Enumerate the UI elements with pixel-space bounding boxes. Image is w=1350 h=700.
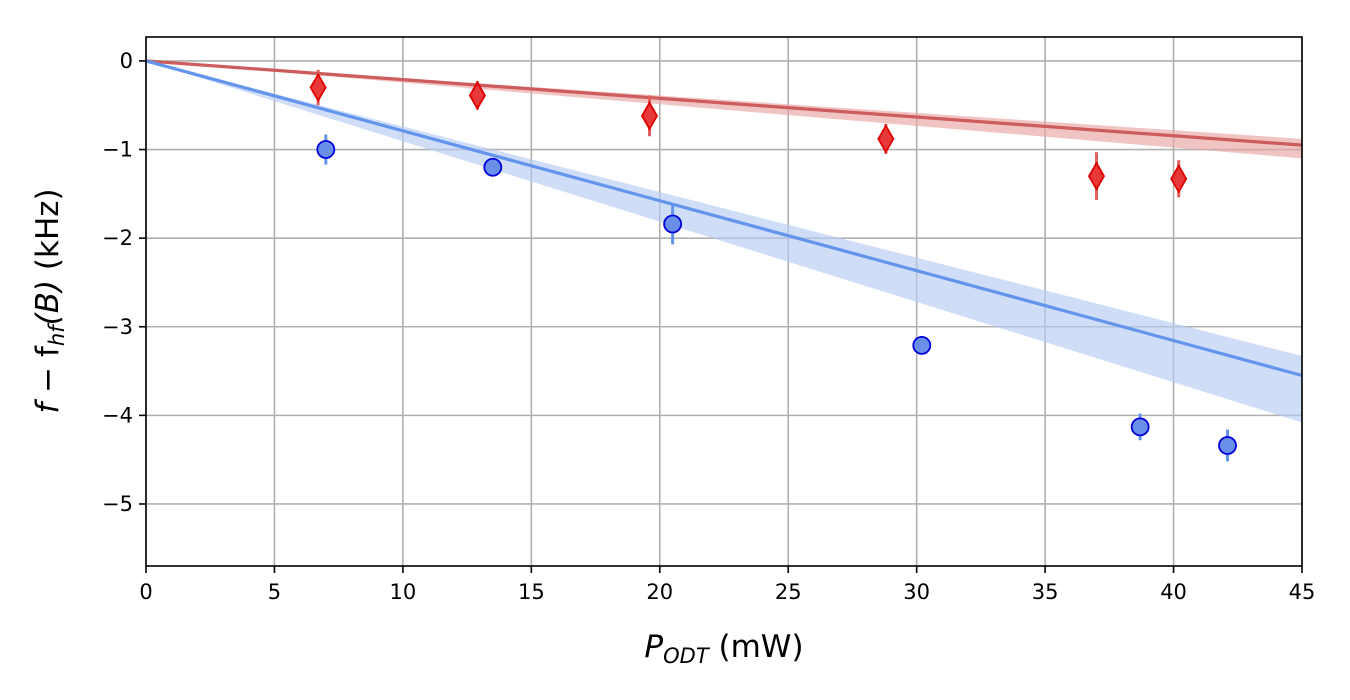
confidence-bands (146, 60, 1302, 423)
data-point-circle (663, 214, 683, 234)
x-tick-label: 40 (1160, 580, 1187, 604)
x-tick-label: 20 (646, 580, 673, 604)
x-tick-label: 25 (775, 580, 802, 604)
data-markers (309, 72, 1237, 455)
x-tick-label: 30 (903, 580, 930, 604)
fit-line (145, 59, 1303, 147)
axis-ticks: 0 5 10 15 20 25 30 35 40 45 0 −1 −2 −3 −4 −5 (102, 49, 1315, 604)
x-axis-label-main: P (644, 629, 663, 665)
data-point-diamond (877, 124, 895, 154)
y-tick-label: −1 (102, 138, 133, 162)
x-tick-label: 0 (139, 580, 152, 604)
x-axis-label-sub: ODT (663, 644, 711, 668)
fit-line (145, 59, 1303, 378)
fit-lines (145, 59, 1303, 378)
data-point-diamond (468, 80, 486, 111)
data-point-circle (316, 140, 336, 159)
x-tick-label: 15 (518, 580, 545, 604)
grid (145, 37, 1303, 566)
y-tick-label: −4 (102, 403, 133, 427)
plot-frame (145, 36, 1303, 567)
y-axis-label-minus: − f (30, 345, 66, 403)
data-point-diamond (640, 101, 659, 131)
y-tick-label: −2 (102, 226, 133, 250)
x-tick-label: 10 (390, 580, 417, 604)
y-axis-label-unit: (kHz) (30, 188, 66, 280)
data-point-circle (1130, 417, 1150, 437)
y-axis-label-sub: hf (45, 322, 69, 346)
x-axis-label: PODT (mW) (644, 629, 803, 668)
x-tick-label: 35 (1032, 580, 1059, 604)
y-tick-label: −5 (102, 492, 133, 516)
data-point-circle (912, 335, 932, 355)
y-axis-label-arg: (B) (30, 280, 66, 325)
confidence-band (146, 60, 1302, 159)
y-axis-label: f − fhf(B) (kHz) (30, 188, 69, 413)
x-tick-label: 45 (1289, 580, 1316, 604)
y-tick-label: −3 (102, 315, 133, 339)
x-tick-label: 5 (268, 580, 281, 604)
data-point-diamond (1087, 161, 1106, 191)
data-point-diamond (309, 72, 327, 103)
x-axis-label-unit: (mW) (709, 629, 804, 665)
confidence-band (146, 60, 1302, 423)
data-point-circle (1218, 436, 1237, 455)
data-point-circle (483, 157, 503, 177)
data-point-diamond (1170, 163, 1188, 194)
y-tick-label: 0 (120, 49, 133, 73)
